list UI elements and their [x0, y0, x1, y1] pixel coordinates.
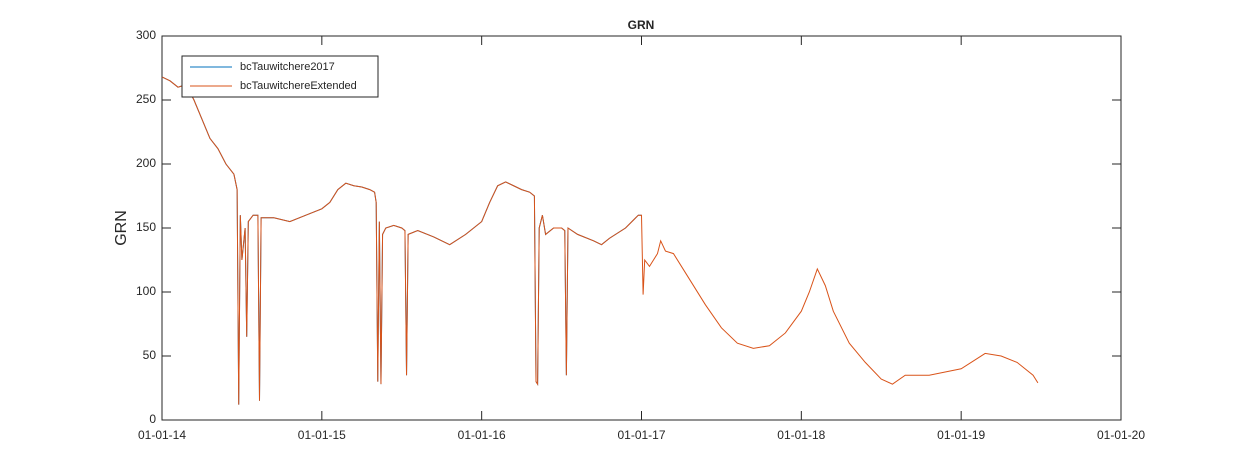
y-axis-label: GRN [113, 210, 130, 246]
x-tick-label: 01-01-19 [937, 428, 985, 442]
chart-title: GRN [628, 18, 655, 32]
x-tick-label: 01-01-20 [1097, 428, 1145, 442]
y-tick-label: 150 [136, 220, 156, 234]
y-tick-label: 0 [149, 412, 156, 426]
legend-label: bcTauwitchereExtended [240, 80, 357, 92]
y-tick-label: 300 [136, 28, 156, 42]
x-tick-label: 01-01-14 [138, 428, 186, 442]
x-tick-label: 01-01-16 [458, 428, 506, 442]
y-tick-label: 250 [136, 92, 156, 106]
x-tick-label: 01-01-17 [617, 428, 665, 442]
y-tick-label: 200 [136, 156, 156, 170]
legend-label: bcTauwitchere2017 [240, 61, 335, 73]
y-tick-label: 100 [136, 284, 156, 298]
x-tick-label: 01-01-18 [777, 428, 825, 442]
x-tick-label: 01-01-15 [298, 428, 346, 442]
y-tick-label: 50 [143, 348, 157, 362]
line-series [161, 76, 1039, 405]
legend-box [181, 55, 379, 98]
